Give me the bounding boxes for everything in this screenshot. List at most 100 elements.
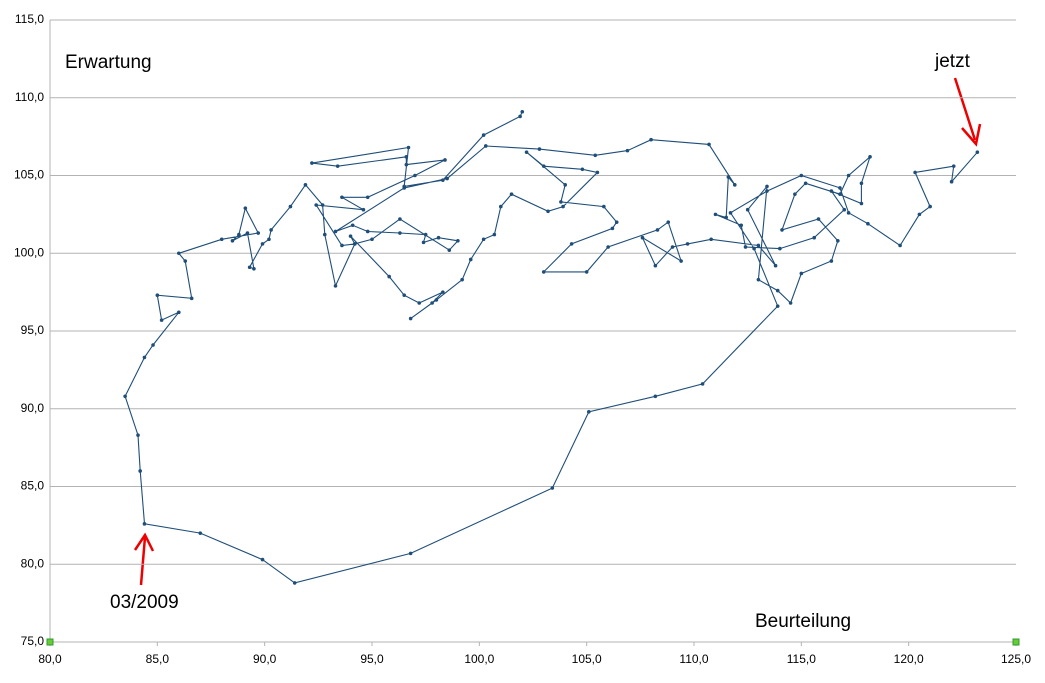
data-point — [303, 183, 308, 187]
data-point — [260, 242, 265, 246]
y-tick-label: 80,0 — [21, 556, 45, 570]
y-tick-label: 110,0 — [15, 90, 44, 104]
data-point — [816, 217, 821, 221]
data-point — [320, 203, 325, 207]
x-tick-label: 110,0 — [679, 652, 708, 666]
data-point — [756, 243, 761, 248]
y-tick-label: 95,0 — [21, 323, 45, 337]
data-point — [655, 228, 660, 232]
data-point — [288, 204, 293, 209]
data-point — [189, 296, 194, 301]
x-tick-label: 125,0 — [1001, 652, 1031, 666]
data-point — [775, 304, 780, 308]
data-point — [778, 246, 782, 251]
data-point — [402, 186, 407, 190]
data-point — [812, 235, 817, 240]
data-point — [975, 150, 980, 154]
data-point — [653, 263, 658, 268]
data-point — [198, 531, 203, 535]
axis-end-marker — [46, 638, 54, 646]
data-point — [441, 178, 445, 182]
data-point — [402, 293, 407, 298]
arrow — [133, 77, 982, 586]
data-point — [541, 270, 546, 274]
data-point — [587, 410, 591, 414]
data-point — [333, 284, 338, 288]
data-point — [252, 267, 256, 271]
data-point — [563, 183, 567, 187]
data-point — [483, 144, 488, 148]
data-point — [765, 184, 769, 189]
data-point — [136, 433, 140, 437]
data-point — [745, 207, 750, 212]
data-point — [595, 170, 600, 175]
data-point — [468, 257, 473, 262]
data-point — [949, 179, 954, 184]
data-point — [561, 204, 565, 209]
data-point — [142, 522, 147, 526]
data-point — [793, 192, 797, 196]
data-point — [728, 211, 733, 215]
data-point — [398, 231, 402, 235]
data-point — [625, 148, 630, 153]
data-point — [256, 231, 261, 235]
data-point — [569, 242, 574, 246]
data-point — [333, 229, 338, 234]
data-point — [524, 150, 529, 154]
data-point — [445, 176, 449, 181]
data-point — [838, 192, 842, 196]
data-point — [340, 243, 344, 248]
data-point — [509, 192, 514, 196]
data-point — [413, 173, 417, 178]
data-point — [398, 217, 402, 221]
data-point — [322, 232, 327, 237]
data-point — [423, 232, 428, 237]
data-point — [670, 245, 675, 249]
y-axis-label: Erwartung — [65, 52, 152, 73]
data-point — [602, 204, 606, 209]
data-point — [441, 290, 445, 294]
data-point — [788, 301, 793, 305]
data-point — [177, 251, 181, 256]
data-point — [868, 155, 872, 159]
data-point — [434, 298, 439, 302]
data-point — [245, 231, 250, 235]
data-point — [700, 382, 705, 386]
data-point — [230, 239, 235, 243]
data-point — [123, 394, 127, 399]
x-tick-label: 105,0 — [572, 652, 602, 666]
y-tick-label: 100,0 — [14, 245, 44, 259]
data-point — [155, 293, 160, 298]
x-tick-label: 95,0 — [360, 652, 384, 666]
x-tick-label: 115,0 — [787, 652, 816, 666]
data-point — [537, 147, 542, 151]
data-point — [666, 220, 671, 224]
data-point — [773, 263, 778, 268]
data-point — [421, 240, 426, 245]
data-point — [829, 189, 834, 193]
x-axis-label: Beurteilung — [755, 611, 851, 632]
data-point — [159, 318, 164, 322]
data-point — [640, 235, 645, 240]
data-point — [898, 243, 902, 248]
data-point — [267, 237, 271, 242]
y-tick-label: 85,0 — [21, 479, 45, 493]
data-point — [653, 394, 658, 399]
data-line — [124, 111, 978, 584]
data-point — [408, 551, 413, 556]
y-tick-label: 90,0 — [21, 401, 45, 415]
data-point — [580, 167, 585, 172]
data-point — [584, 270, 589, 274]
data-point — [707, 142, 711, 147]
data-point — [836, 239, 840, 243]
data-point — [447, 248, 452, 252]
data-point — [406, 145, 411, 150]
data-point — [679, 259, 683, 263]
data-point — [713, 212, 718, 217]
data-point — [846, 173, 851, 178]
x-tick-label: 120,0 — [894, 652, 924, 666]
data-point — [370, 237, 374, 242]
data-point — [518, 114, 522, 119]
data-point — [859, 201, 864, 206]
data-point — [292, 581, 297, 585]
